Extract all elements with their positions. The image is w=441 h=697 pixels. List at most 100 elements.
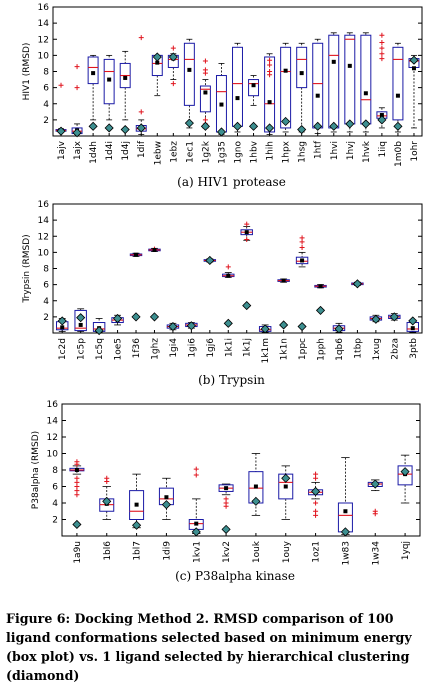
mean-marker (155, 60, 160, 65)
cluster-diamond (168, 321, 178, 332)
outlier-point (223, 503, 229, 509)
cluster-diamond (131, 312, 141, 322)
mean-marker (267, 100, 272, 105)
box-1hvj: 1hvj (344, 32, 356, 160)
x-tick-label: 1xug (372, 338, 382, 360)
y-axis-label: P38alpha (RMSD) (31, 431, 41, 509)
box-1d4i: 1d4i (103, 54, 115, 161)
x-tick-label: 1k1n (280, 338, 290, 360)
panel-title: (a) HIV1 protease (177, 175, 286, 189)
cluster-diamond (297, 321, 307, 332)
box-iqr (87, 56, 99, 85)
cluster-diamond (409, 55, 419, 65)
box-iqr (328, 34, 340, 129)
box-1a9u: 1a9u (69, 459, 85, 564)
box-1gno: 1gno (232, 42, 244, 164)
cluster-diamond (393, 121, 403, 131)
box-1k1j: 1k1j (240, 221, 253, 357)
mean-marker (343, 509, 348, 514)
x-tick-label: 1kv1 (192, 541, 202, 563)
y-tick-label: 2 (52, 516, 58, 526)
box-1g2k: 1g2k (199, 58, 211, 163)
mean-marker (91, 71, 96, 76)
y-tick-label: 4 (52, 499, 58, 509)
x-tick-label: 1w34 (371, 541, 381, 566)
chart-panel-2: 2 4 6 8 10 12 14 16 Trypsin (RMSD) 1c2d 1c5p 1c5q 1o… (22, 200, 423, 387)
cluster-diamond (281, 473, 291, 483)
outlier-point (138, 35, 144, 41)
mean-marker (283, 68, 288, 73)
x-tick-label: 1hvk (362, 140, 372, 163)
box-1kv2: 1kv2 (218, 483, 234, 563)
outlier-point (225, 264, 231, 270)
mean-marker (300, 258, 305, 263)
cluster-diamond (149, 312, 160, 322)
outlier-point (379, 39, 385, 45)
cluster-diamond (161, 500, 171, 510)
mean-marker (253, 484, 258, 489)
x-tick-label: 1f36 (132, 338, 142, 359)
cluster-diamond (132, 520, 142, 530)
mean-marker (134, 252, 139, 257)
cluster-diamond (370, 479, 380, 489)
mean-marker (331, 59, 336, 64)
box-1ajv: 1ajv (55, 82, 67, 160)
x-tick-label: 1kv2 (222, 541, 232, 563)
box-iqr (312, 42, 324, 129)
x-tick-label: 1a9u (73, 541, 83, 564)
cluster-diamond (223, 318, 233, 328)
box-1ebw: 1ebw (151, 52, 163, 165)
mean-marker (107, 77, 112, 82)
box-iqr (280, 46, 292, 129)
y-tick-label: 16 (47, 400, 59, 410)
x-tick-label: 1gj6 (206, 338, 216, 358)
box-1ouy: 1ouy (278, 465, 294, 563)
box-iqr (392, 46, 404, 121)
box-1d4h: 1d4h (87, 54, 99, 164)
cluster-diamond (191, 527, 201, 537)
cluster-diamond (361, 119, 371, 129)
box-iqr (248, 79, 260, 97)
box-1g35: 1g35 (215, 63, 227, 164)
outlier-point (267, 62, 273, 68)
box-1w83: 1w83 (337, 457, 353, 566)
box-iqr (344, 34, 356, 125)
box-1k1m: 1k1m (258, 324, 272, 363)
cluster-diamond (297, 124, 307, 135)
box-1bl7: 1bl7 (129, 473, 145, 561)
y-tick-label: 12 (47, 433, 58, 443)
box-1m0b: 1m0b (392, 42, 404, 167)
box-1hvi: 1hvi (328, 32, 340, 160)
y-tick-label: 6 (43, 84, 49, 94)
cluster-diamond (88, 121, 98, 131)
outlier-point (193, 466, 199, 472)
cluster-diamond (186, 321, 196, 331)
mean-marker (224, 486, 229, 491)
cluster-diamond (56, 126, 66, 136)
y-tick-label: 16 (38, 3, 50, 13)
x-tick-label: 1ajv (57, 140, 67, 160)
x-tick-label: 1c5p (77, 338, 87, 360)
outlier-point (74, 64, 80, 70)
box-1ec1: 1ec1 (183, 38, 195, 163)
box-1hih: 1hih (264, 53, 276, 161)
cluster-diamond (72, 128, 82, 138)
x-tick-label: 1yqj (401, 541, 411, 560)
cluster-diamond (232, 121, 243, 131)
x-tick-label: 1ghz (150, 338, 160, 360)
box-1ebz: 1ebz (167, 45, 179, 163)
x-tick-label: 1oz1 (312, 541, 322, 563)
x-tick-label: 1ebz (169, 141, 179, 163)
cluster-diamond (168, 52, 178, 62)
box-1bl6: 1bl6 (99, 475, 115, 561)
y-tick-label: 14 (38, 216, 50, 226)
cluster-diamond (265, 123, 275, 133)
box-iqr (232, 46, 243, 127)
box-1ghz: 1ghz (148, 246, 161, 360)
plot-frame (61, 403, 421, 537)
y-tick-label: 6 (52, 483, 58, 493)
x-tick-label: 1htf (314, 140, 324, 159)
mean-marker (134, 502, 139, 507)
box-1k1i: 1k1i (222, 264, 235, 357)
plot-frame (52, 203, 423, 334)
